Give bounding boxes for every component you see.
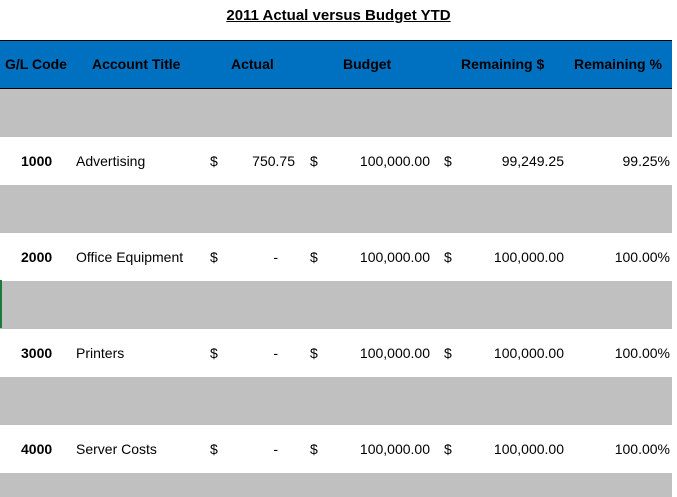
currency-symbol: $ (210, 153, 218, 169)
spacer-band[interactable] (0, 89, 672, 137)
header-budget[interactable]: Budget (343, 56, 392, 72)
table-row[interactable]: 2000 Office Equipment $ - $ 100,000.00 $… (0, 233, 672, 281)
table-row[interactable]: 3000 Printers $ - $ 100,000.00 $ 100,000… (0, 329, 672, 377)
account-title-cell[interactable]: Server Costs (76, 441, 157, 457)
table-row[interactable]: 4000 Server Costs $ - $ 100,000.00 $ 100… (0, 425, 672, 473)
gl-code-cell[interactable]: 2000 (21, 249, 53, 265)
account-title-cell[interactable]: Printers (76, 345, 125, 361)
remaining-pct-cell[interactable]: 100.00% (614, 249, 670, 265)
data-grid: 1000 Advertising $ 750.75 $ 100,000.00 $… (0, 89, 672, 497)
header-actual[interactable]: Actual (231, 56, 274, 72)
spacer-band[interactable] (0, 185, 672, 233)
currency-symbol: $ (210, 249, 218, 265)
currency-symbol: $ (210, 345, 218, 361)
title-row: 2011 Actual versus Budget YTD (0, 0, 677, 40)
header-remaining-pct[interactable]: Remaining % (574, 56, 662, 72)
budget-cell[interactable]: 100,000.00 (359, 441, 430, 457)
gl-code-cell[interactable]: 1000 (21, 153, 53, 169)
actual-cell[interactable]: - (273, 345, 278, 361)
spacer-band[interactable] (0, 281, 672, 329)
currency-symbol: $ (210, 441, 218, 457)
remaining-pct-cell[interactable]: 100.00% (614, 345, 670, 361)
remaining-dollars-cell[interactable]: 100,000.00 (493, 345, 564, 361)
actual-cell[interactable]: 750.75 (252, 153, 295, 169)
currency-symbol: $ (310, 441, 318, 457)
header-gl-code[interactable]: G/L Code (5, 56, 67, 72)
table-row[interactable]: 1000 Advertising $ 750.75 $ 100,000.00 $… (0, 137, 672, 185)
currency-symbol: $ (310, 153, 318, 169)
remaining-pct-cell[interactable]: 100.00% (614, 441, 670, 457)
account-title-cell[interactable]: Office Equipment (76, 249, 184, 265)
currency-symbol: $ (444, 345, 452, 361)
budget-cell[interactable]: 100,000.00 (359, 153, 430, 169)
gl-code-cell[interactable]: 4000 (21, 441, 53, 457)
account-title-cell[interactable]: Advertising (76, 153, 146, 169)
spacer-band[interactable] (0, 377, 672, 425)
currency-symbol: $ (444, 153, 452, 169)
actual-cell[interactable]: - (273, 441, 278, 457)
spacer-band[interactable] (0, 473, 672, 497)
selection-indicator (0, 280, 2, 328)
currency-symbol: $ (310, 249, 318, 265)
remaining-pct-cell[interactable]: 99.25% (622, 153, 670, 169)
currency-symbol: $ (444, 441, 452, 457)
gl-code-cell[interactable]: 3000 (21, 345, 53, 361)
budget-cell[interactable]: 100,000.00 (359, 249, 430, 265)
actual-cell[interactable]: - (273, 249, 278, 265)
currency-symbol: $ (310, 345, 318, 361)
header-remaining-dollars[interactable]: Remaining $ (461, 56, 545, 72)
remaining-dollars-cell[interactable]: 99,249.25 (501, 153, 564, 169)
remaining-dollars-cell[interactable]: 100,000.00 (493, 441, 564, 457)
budget-cell[interactable]: 100,000.00 (359, 345, 430, 361)
remaining-dollars-cell[interactable]: 100,000.00 (493, 249, 564, 265)
sheet-title: 2011 Actual versus Budget YTD (226, 7, 451, 24)
currency-symbol: $ (444, 249, 452, 265)
sheet-edge (672, 40, 677, 496)
table-header: G/L Code Account Title Actual Budget Rem… (0, 40, 672, 90)
header-account-title[interactable]: Account Title (92, 56, 181, 72)
